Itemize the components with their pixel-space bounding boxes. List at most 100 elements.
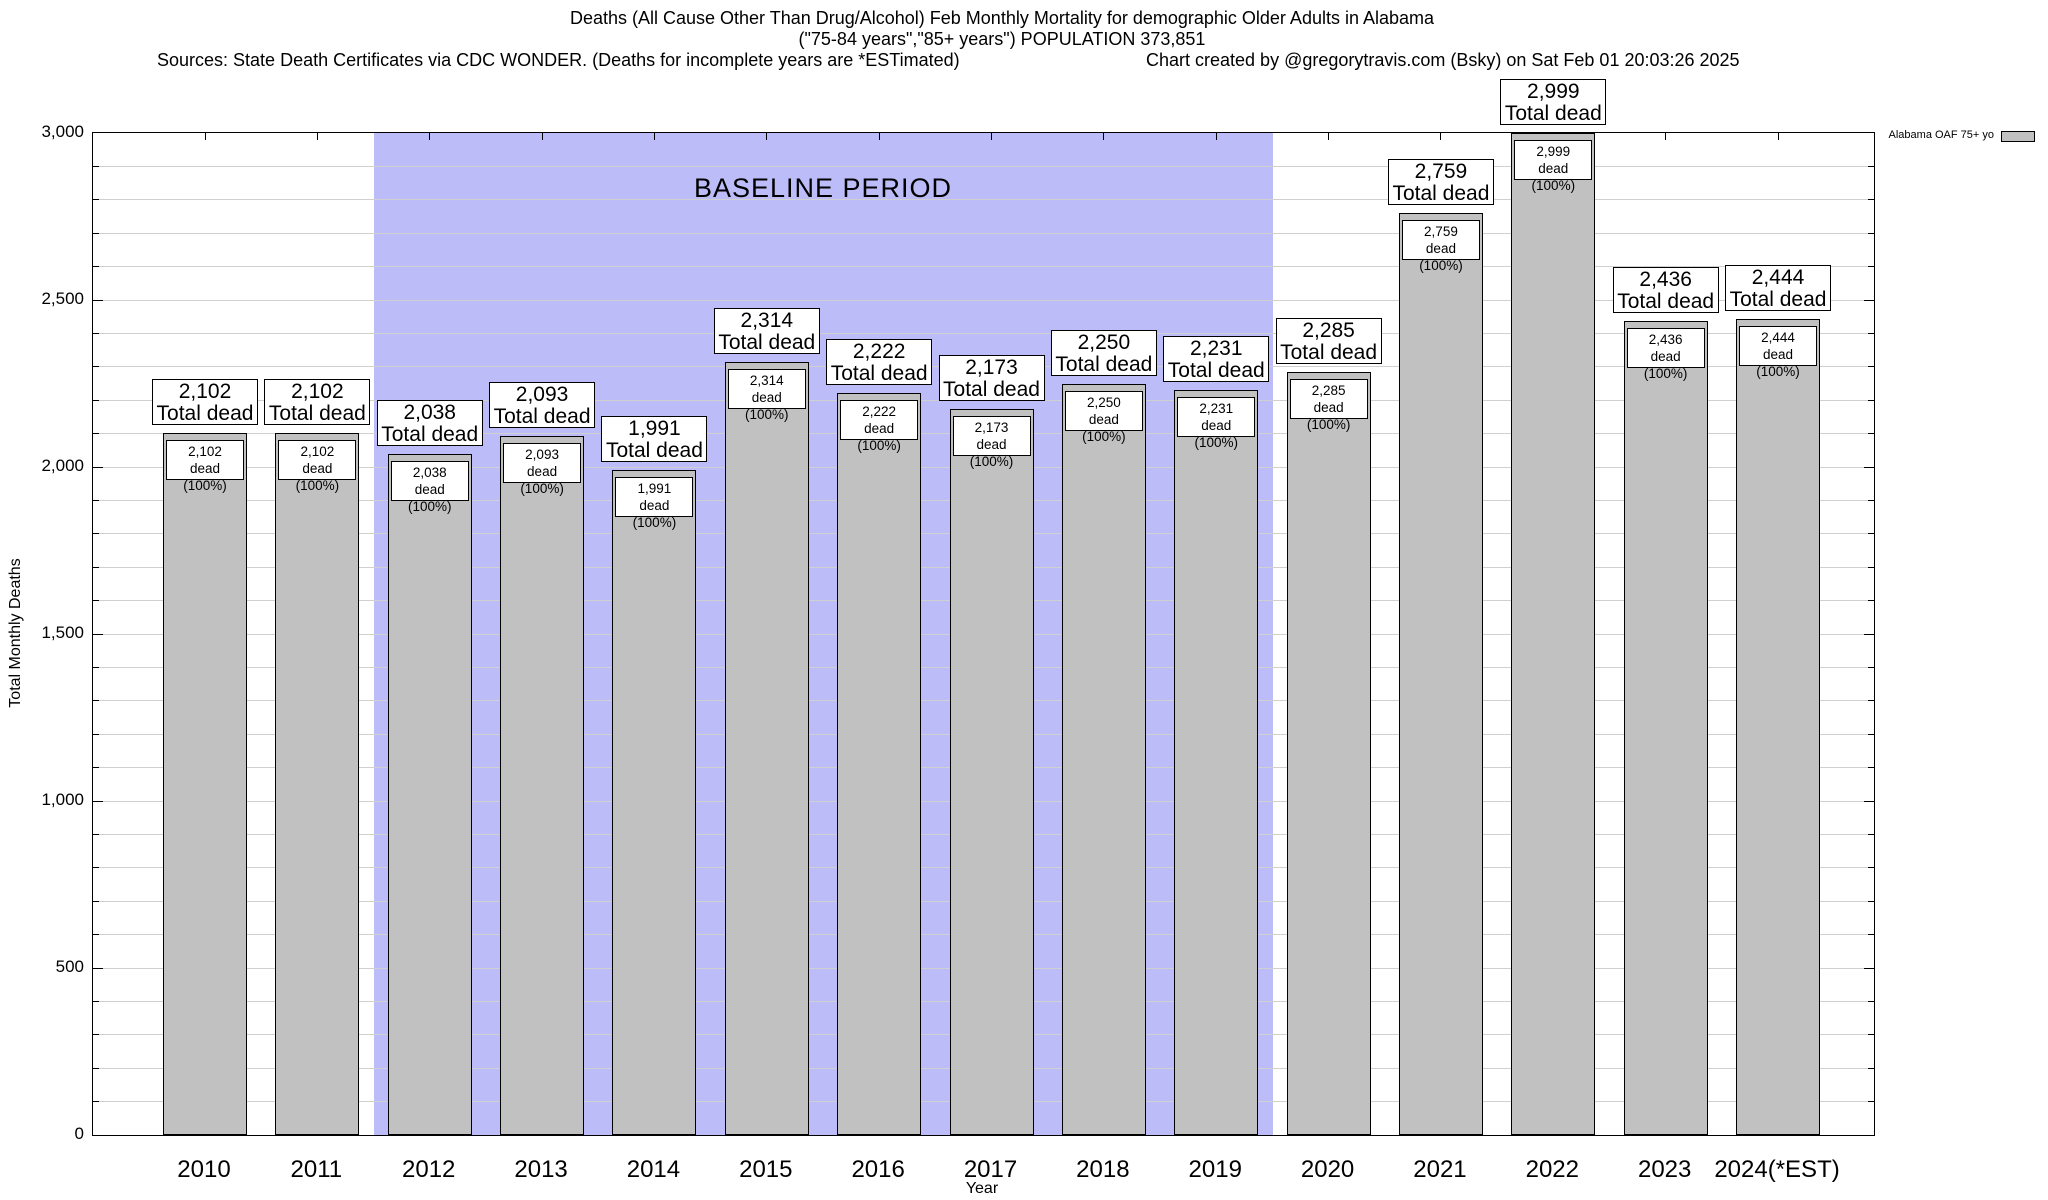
y-tick-mark [1868,499,1874,501]
bar-inner-label: 2,999 dead (100%) [1514,140,1593,193]
bar-inner-label: 2,222 dead (100%) [840,399,919,453]
y-tick-mark [93,867,99,869]
y-tick-mark [1868,1101,1874,1103]
bar: 2,314 dead (100%) [724,362,809,1135]
x-tick-label: 2010 [177,1156,231,1183]
bar-total-value: 2,102 [291,379,344,403]
bar-inner-value: 2,093 [525,446,559,462]
bar-inner-suffix: dead (100%) [1194,417,1238,450]
y-tick-mark [1868,700,1874,702]
bar-total-suffix: Total dead [1055,352,1153,376]
bar-inner-value: 2,222 [862,403,897,419]
bar-total-suffix: Total dead [1504,102,1602,126]
bar-inner-value: 2,444 [1761,329,1795,345]
y-tick-mark [1868,533,1874,535]
bar-total-label: 2,102 Total dead [264,378,371,425]
y-tick-mark [1868,566,1874,568]
y-tick-label: 3,000 [41,122,84,141]
y-tick-mark [93,266,99,268]
legend-swatch [2001,131,2035,142]
bar-inner-value: 2,314 [749,373,784,389]
bar-total-label: 2,222 Total dead [826,338,933,385]
y-tick-mark [93,299,103,301]
bar-inner-suffix: dead (100%) [1419,241,1463,274]
bar-total-suffix: Total dead [1280,340,1378,364]
y-tick-mark [1864,800,1874,802]
y-tick-mark [93,934,99,936]
y-tick-mark [1868,165,1874,167]
y-tick-mark [93,165,99,167]
chart-title: Deaths (All Cause Other Than Drug/Alcoho… [569,8,1435,28]
y-tick-mark [1868,934,1874,936]
x-tick-mark [1215,133,1217,140]
bar-inner-suffix: dead (100%) [1531,161,1576,194]
x-tick-label: 2022 [1525,1156,1579,1183]
bar-total-label: 2,173 Total dead [938,355,1045,402]
bar-inner-label: 2,093 dead (100%) [503,442,582,496]
bar-total-label: 2,231 Total dead [1163,335,1270,382]
y-tick-mark [93,1034,99,1036]
bar-inner-value: 2,436 [1648,332,1683,348]
bar-inner-label: 2,038 dead (100%) [390,461,469,514]
x-tick-label: 2015 [739,1156,793,1183]
bar-total-suffix: Total dead [1617,290,1715,314]
bar: 1,991 dead (100%) [612,470,697,1135]
bar-total-value: 2,231 [1189,336,1243,360]
bar: 2,102 dead (100%) [275,432,360,1135]
y-tick-mark [1868,1000,1874,1002]
bar-total-label: 2,444 Total dead [1725,264,1832,311]
x-tick-label: 2020 [1300,1156,1355,1183]
bar-total-suffix: Total dead [830,361,928,385]
x-tick-label: 2024(*EST) [1714,1156,1840,1183]
bar-inner-value: 2,231 [1199,400,1234,416]
bar-total-value: 2,759 [1414,160,1468,184]
bar-layer: 2,102 dead (100%) 2,102 Total dead 2,102 dead… [93,79,1874,1135]
x-tick-label: 2019 [1188,1156,1242,1183]
bar-total-label: 2,093 Total dead [489,381,596,428]
bar-inner-value: 2,250 [1086,394,1121,410]
y-tick-label: 0 [74,1124,84,1143]
bar-inner-label: 2,173 dead (100%) [952,416,1031,469]
bar-inner-value: 2,038 [412,465,447,481]
x-tick-mark [1440,133,1442,140]
y-tick-mark [93,700,99,702]
x-tick-mark [991,133,993,140]
bar-inner-label: 2,436 dead (100%) [1626,328,1705,381]
y-axis-title: Total Monthly Deaths [7,558,24,708]
baseline-label: BASELINE PERIOD [693,173,953,203]
bar: 2,759 dead (100%) [1398,213,1483,1135]
y-tick-mark [93,600,99,602]
y-tick-mark [1864,967,1874,969]
x-tick-label: 2012 [402,1156,456,1183]
y-tick-mark [93,800,103,802]
bar-total-label: 2,038 Total dead [376,400,483,447]
y-tick-mark [1868,867,1874,869]
y-tick-mark [93,1067,99,1069]
x-tick-label: 2023 [1637,1156,1692,1183]
x-tick-mark [1328,133,1330,140]
grid-line [93,232,1874,234]
bar-total-suffix: Total dead [381,423,479,447]
bar-inner-suffix: dead (100%) [969,437,1014,470]
y-tick-label: 2,500 [41,289,84,308]
grid-line [93,199,1874,201]
x-tick-mark [429,133,431,140]
y-tick-mark [1868,767,1874,769]
bar-total-suffix: Total dead [268,401,366,425]
y-tick-mark [93,666,99,668]
bar: 2,093 dead (100%) [500,435,585,1135]
y-tick-mark [1868,366,1874,368]
bar-total-value: 2,999 [1527,80,1580,104]
bar-inner-suffix: dead (100%) [857,420,901,453]
y-tick-mark [93,733,99,735]
bar-inner-label: 1,991 dead (100%) [615,477,694,530]
bar: 2,222 dead (100%) [837,392,922,1135]
x-tick-mark [316,133,318,140]
y-tick-mark [1868,266,1874,268]
x-tick-label: 2014 [626,1156,681,1183]
bar-total-label: 2,285 Total dead [1275,317,1382,364]
bar-inner-label: 2,231 dead (100%) [1177,396,1256,450]
sources-note: Sources: State Death Certificates via CD… [157,50,960,70]
bar: 2,173 dead (100%) [949,409,1034,1135]
y-tick-mark [93,1101,99,1103]
